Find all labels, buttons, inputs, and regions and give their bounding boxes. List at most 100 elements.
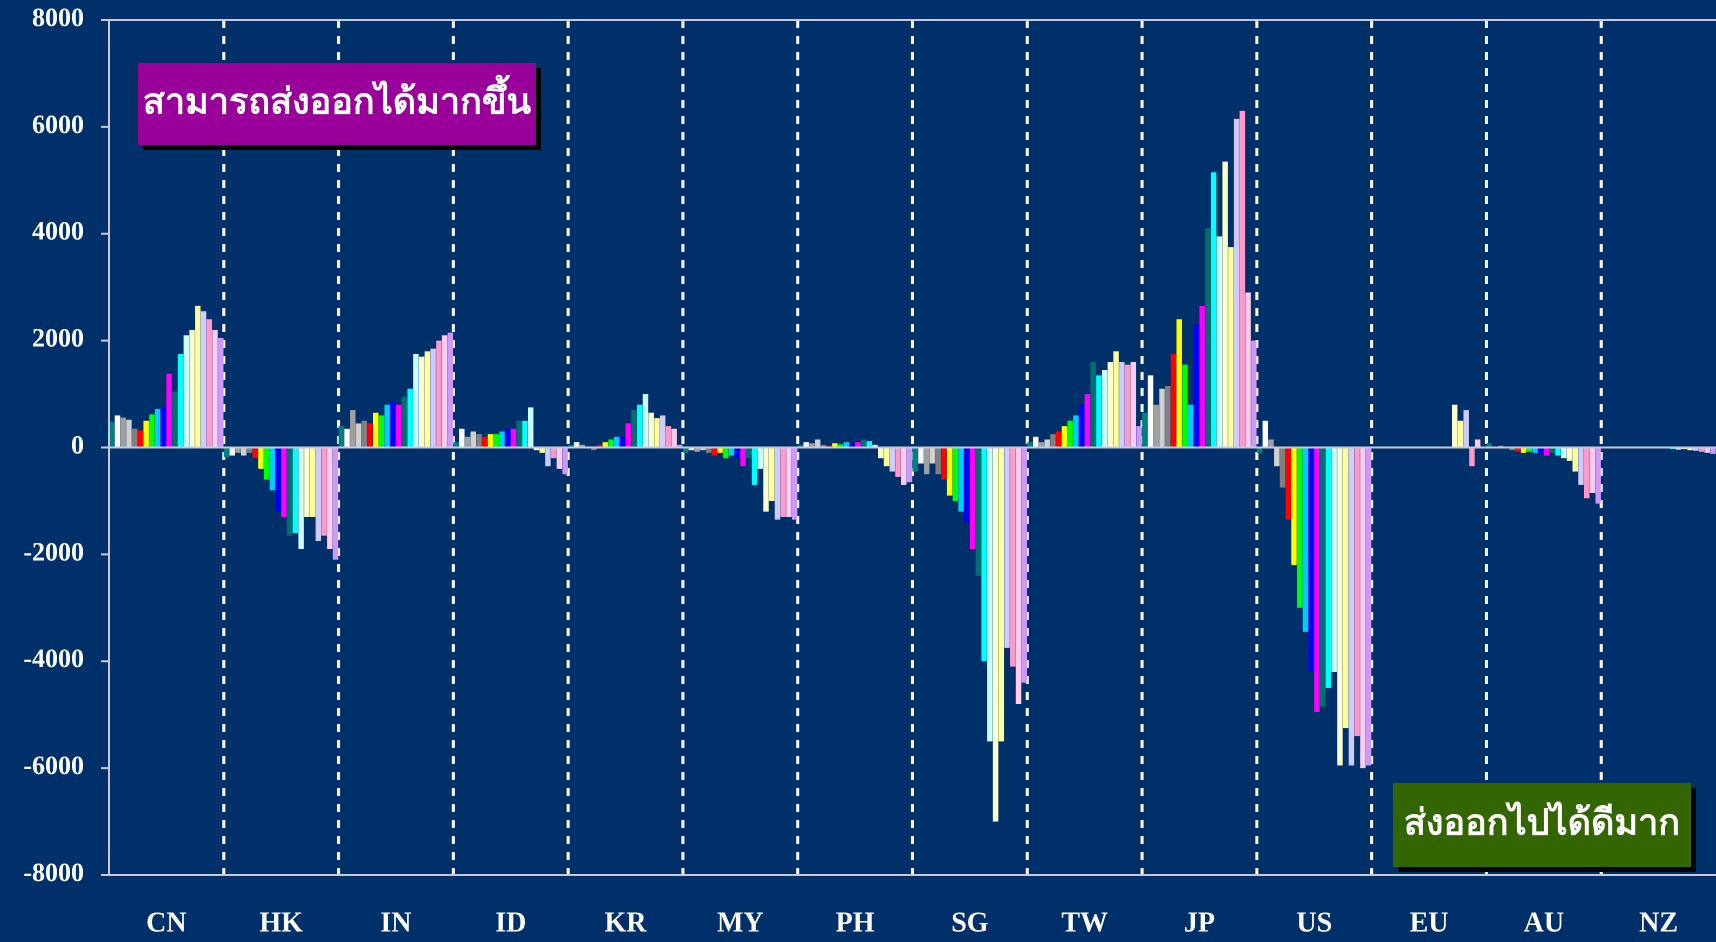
bar [1561,447,1567,459]
bar [510,428,517,448]
bar [1337,447,1343,766]
bar [1451,404,1458,448]
bar [1119,362,1125,448]
bar [183,335,190,448]
bar [964,447,970,523]
bar [866,441,873,448]
x-tick-label: NZ [1639,907,1678,938]
bar [269,447,276,491]
bar [418,356,425,448]
bar [774,447,781,520]
bar [923,447,930,475]
bar [573,442,580,448]
bar [1096,375,1102,448]
bar [987,447,993,742]
bar [1038,442,1045,448]
bar [700,447,706,451]
bar [1193,324,1200,448]
bar [1205,228,1211,448]
bar [981,447,987,662]
bar [751,447,758,485]
bar [275,447,281,512]
bar [746,447,752,459]
bar [849,443,855,448]
bar [969,447,976,550]
y-tick-label: -6000 [23,751,84,780]
bar [189,329,195,448]
bar [143,420,149,448]
x-tick-label: ID [495,907,526,938]
bar [258,447,264,469]
bar [160,406,167,448]
bar [1199,305,1205,448]
bar [694,447,700,452]
bar [263,447,270,480]
bar [539,447,545,453]
bar [395,404,402,448]
bar [883,447,890,467]
bar [436,340,442,448]
x-tick-label: CN [146,907,186,938]
bar [734,447,741,459]
bar [367,423,373,448]
bar [493,434,499,448]
bar [459,428,465,448]
bar [723,447,729,459]
bar [654,418,660,448]
bar [109,421,115,448]
bar [791,447,798,520]
x-tick-label: AU [1524,907,1564,938]
bar [1526,447,1533,452]
bar [843,442,850,448]
bar [1348,447,1355,766]
bar [1520,447,1527,453]
bar [470,431,477,448]
bar [1693,447,1699,451]
bar [556,447,563,469]
bar [918,447,924,464]
bar [562,447,568,475]
x-tick-label: HK [259,907,303,938]
bar [763,447,769,512]
bar [1595,447,1601,504]
bar [1142,412,1148,448]
bar [1589,447,1596,493]
x-tick-label: PH [836,907,875,938]
bar [177,353,184,448]
bar [166,373,172,448]
y-tick-label: -4000 [23,644,84,673]
bar [172,391,178,448]
bar [1153,404,1160,448]
bar [206,319,213,448]
y-tick-label: -8000 [23,858,84,887]
bar [424,351,431,448]
bar [1021,447,1027,683]
bar [814,439,821,448]
annotation-box [138,63,536,145]
bar [1010,447,1016,667]
bar [200,311,207,448]
bar [671,428,677,448]
bar [1078,404,1085,448]
bar [1342,447,1349,729]
x-tick-label: JP [1184,907,1215,938]
bar [464,436,471,448]
bar [1130,362,1137,448]
bar [992,447,999,822]
bar [1331,447,1337,672]
bar [1325,447,1332,688]
bar [1239,110,1246,448]
bar [1308,447,1314,672]
bar [516,420,522,448]
bar [1543,447,1550,456]
bar [614,436,620,448]
bar [912,447,918,472]
bar [1228,247,1234,448]
bar [1365,447,1372,766]
bar [602,442,609,448]
bar [591,447,597,451]
bar [728,447,735,456]
bar [717,447,723,453]
bar [1170,353,1177,448]
bar [241,447,247,456]
